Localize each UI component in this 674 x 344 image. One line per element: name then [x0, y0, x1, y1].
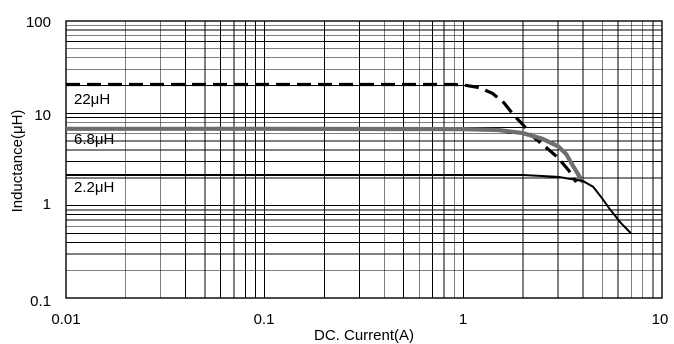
x-tick-label-0-1: 0.1 — [254, 311, 275, 328]
series-6-8uh-line — [66, 126, 585, 184]
grid — [65, 20, 663, 299]
series-2-2uh-line — [66, 174, 632, 235]
y-axis-title: Inductance(μH) — [9, 110, 26, 213]
y-tick-label-100: 100 — [26, 14, 51, 31]
x-tick-label-10: 10 — [652, 311, 669, 328]
y-tick-label-0-1: 0.1 — [30, 293, 51, 310]
x-axis-title: DC. Current(A) — [314, 327, 414, 344]
series-layer — [66, 82, 632, 235]
y-tick-label-1: 1 — [43, 196, 51, 213]
labels: 100 10 1 0.1 0.01 0.1 1 10 DC. Current(A… — [9, 14, 668, 344]
x-tick-label-0-01: 0.01 — [51, 311, 80, 328]
series-label-6-8uh: 6.8μH — [74, 131, 114, 148]
y-tick-label-10: 10 — [34, 107, 51, 124]
series-label-22uh: 22μH — [74, 91, 110, 108]
x-tick-label-1: 1 — [459, 311, 467, 328]
plot-frame — [65, 20, 663, 299]
series-label-2-2uh: 2.2μH — [74, 179, 114, 196]
series-22uh-line — [66, 82, 578, 183]
